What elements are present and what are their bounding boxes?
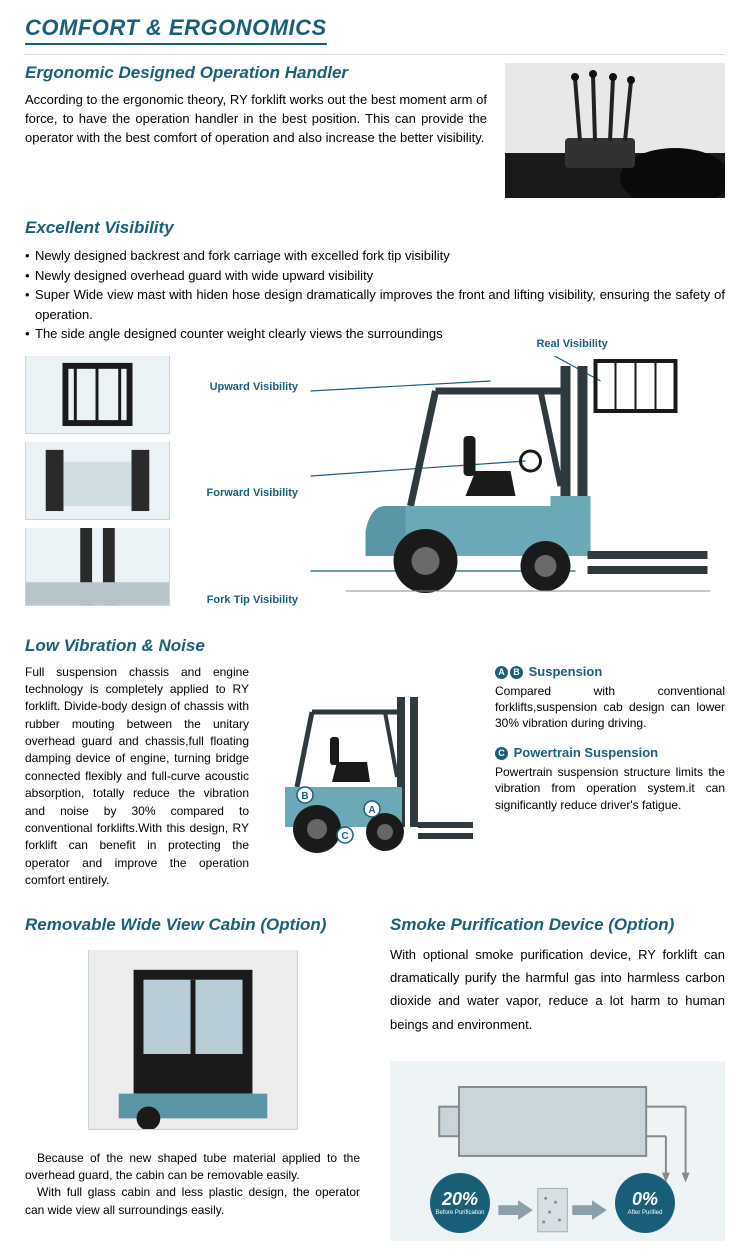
after-pct: 0% [632, 1189, 658, 1210]
suspension-heading: AB Suspension [495, 664, 725, 679]
visibility-section: Excellent Visibility Newly designed back… [25, 218, 725, 611]
visibility-title: Excellent Visibility [25, 218, 725, 238]
lowvib-title: Low Vibration & Noise [25, 636, 725, 656]
cabin-title: Removable Wide View Cabin (Option) [25, 915, 360, 935]
before-badge: 20% Before Purification [430, 1173, 490, 1233]
suspension-title: Suspension [529, 664, 603, 679]
bottom-row: Removable Wide View Cabin (Option) Becau… [25, 915, 725, 1242]
cabin-image [88, 950, 298, 1130]
real-visibility-label: Real Visibility [536, 338, 607, 350]
cabin-section: Removable Wide View Cabin (Option) Becau… [25, 915, 360, 1242]
lowvib-body: Full suspension chassis and engine techn… [25, 664, 249, 890]
forktip-thumb [25, 528, 170, 606]
lowvib-section: Full suspension chassis and engine techn… [25, 664, 725, 890]
handler-image [505, 63, 725, 198]
visibility-bullet: Newly designed overhead guard with wide … [25, 266, 725, 286]
forward-thumb [25, 442, 170, 520]
powertrain-title: Powertrain Suspension [514, 745, 658, 760]
powertrain-body: Powertrain suspension structure limits t… [495, 764, 725, 813]
ergonomic-section: Ergonomic Designed Operation Handler Acc… [25, 63, 725, 198]
visibility-bullet: Super Wide view mast with hiden hose des… [25, 285, 725, 324]
suspension-body: Compared with conventional forklifts,sus… [495, 683, 725, 732]
smoke-body: With optional smoke purification device,… [390, 943, 725, 1037]
upward-thumb [25, 356, 170, 434]
svg-text:C: C [341, 831, 348, 842]
svg-text:A: A [368, 805, 375, 816]
ergonomic-body: According to the ergonomic theory, RY fo… [25, 91, 487, 148]
forklift-icon [306, 356, 725, 606]
after-label: After Purified [628, 1210, 663, 1217]
ergonomic-image-col [505, 63, 725, 198]
lowvib-subsections: AB Suspension Compared with conventional… [495, 664, 725, 890]
forward-label: Forward Visibility [178, 487, 298, 499]
forktip-label: Fork Tip Visibility [178, 594, 298, 606]
visibility-bullet: The side angle designed counter weight c… [25, 324, 725, 344]
smoke-title: Smoke Purification Device (Option) [390, 915, 725, 935]
cabin-body1: Because of the new shaped tube material … [25, 1150, 360, 1185]
forklift-labeled-icon: A B C [267, 687, 477, 867]
visibility-diagram: Upward Visibility Forward Visibility For… [25, 356, 725, 611]
ergonomic-text-col: Ergonomic Designed Operation Handler Acc… [25, 63, 487, 198]
before-pct: 20% [442, 1189, 478, 1210]
lowvib-diagram: A B C [267, 664, 477, 890]
upward-label: Upward Visibility [178, 381, 298, 393]
visibility-bullet: Newly designed backrest and fork carriag… [25, 246, 725, 266]
visibility-list: Newly designed backrest and fork carriag… [25, 246, 725, 344]
cabin-body2: With full glass cabin and less plastic d… [25, 1184, 360, 1219]
lowvib-text: Full suspension chassis and engine techn… [25, 664, 249, 890]
ergonomic-title: Ergonomic Designed Operation Handler [25, 63, 487, 83]
powertrain-heading: C Powertrain Suspension [495, 745, 725, 760]
visibility-labels: Upward Visibility Forward Visibility For… [178, 356, 298, 606]
main-title-wrap: COMFORT & ERGONOMICS [25, 15, 725, 63]
page-title: COMFORT & ERGONOMICS [25, 15, 327, 45]
visibility-thumbnails [25, 356, 170, 606]
svg-text:B: B [301, 791, 308, 802]
after-badge: 0% After Purified [615, 1173, 675, 1233]
smoke-diagram: 20% Before Purification 0% After Purifie… [390, 1061, 725, 1241]
before-label: Before Purification [435, 1210, 484, 1217]
forklift-diagram: Real Visibility [306, 356, 725, 611]
smoke-section: Smoke Purification Device (Option) With … [390, 915, 725, 1242]
